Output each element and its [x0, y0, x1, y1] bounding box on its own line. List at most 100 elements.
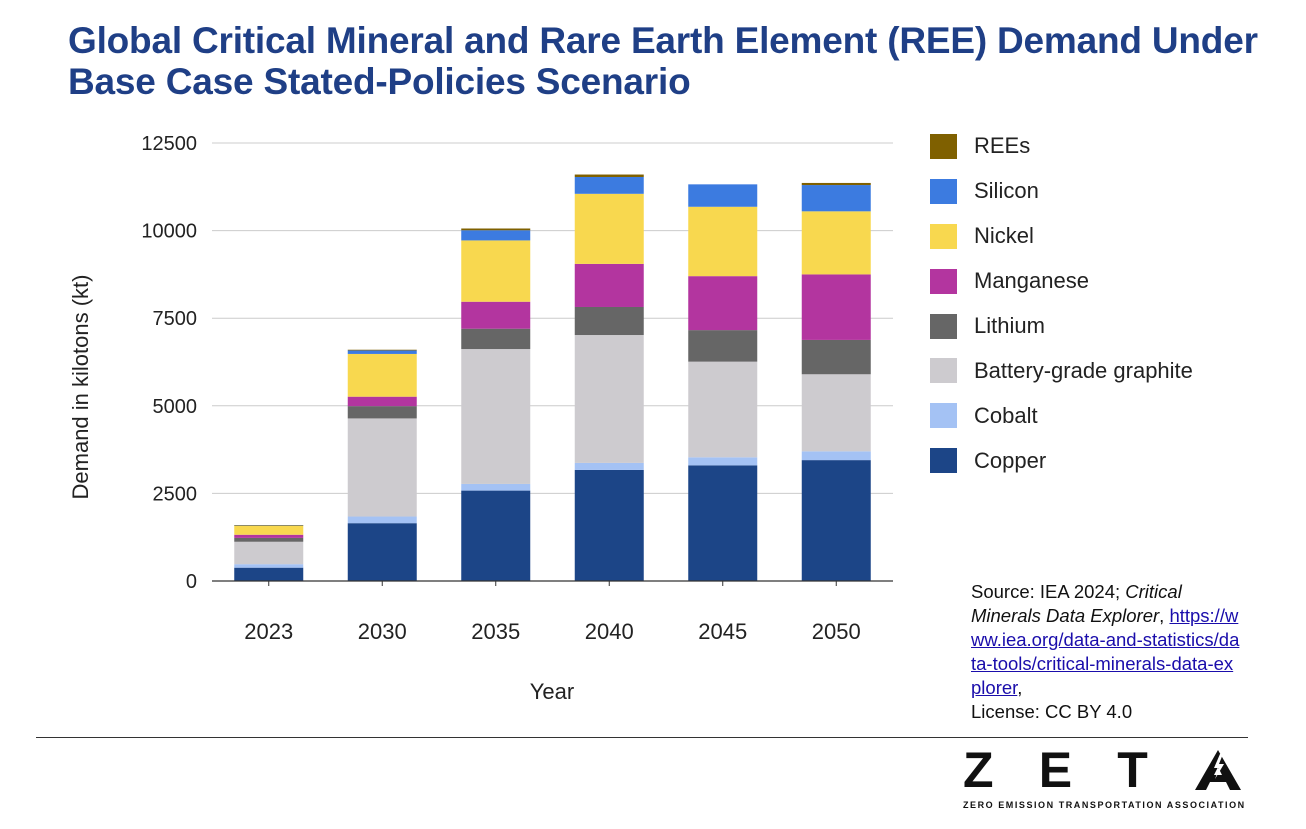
legend-swatch — [930, 403, 957, 429]
legend-item: REEs — [930, 124, 1193, 169]
bar-segment-manganese — [574, 263, 644, 307]
bar-segment-copper — [461, 490, 531, 581]
bar-segment-copper — [688, 465, 758, 581]
bar-segment-nickel — [574, 193, 644, 264]
bar-segment-manganese — [234, 534, 304, 538]
x-tick-label: 2050 — [812, 619, 861, 644]
bar-segment-lithium — [801, 339, 871, 375]
bar-segment-battery-grade-graphite — [234, 541, 304, 565]
bar-segment-battery-grade-graphite — [688, 361, 758, 458]
bar-segment-battery-grade-graphite — [461, 349, 531, 484]
y-tick-label: 2500 — [153, 483, 198, 505]
legend-swatch — [930, 133, 957, 159]
bar-segment-cobalt — [461, 483, 531, 491]
bar-segment-silicon — [801, 185, 871, 212]
legend-label: Manganese — [974, 268, 1089, 294]
bar-segment-lithium — [234, 537, 304, 542]
bar-segment-manganese — [347, 396, 417, 407]
bar-segment-nickel — [234, 525, 304, 535]
legend-item: Lithium — [930, 304, 1193, 349]
logo-a-bolt-icon — [1194, 750, 1241, 790]
bar-segment-cobalt — [801, 451, 871, 461]
legend-label: Cobalt — [974, 402, 1038, 428]
bar-segment-rees — [574, 174, 644, 177]
x-tick-label: 2023 — [244, 619, 293, 644]
bar-segment-silicon — [347, 350, 417, 354]
bar-segment-battery-grade-graphite — [574, 335, 644, 463]
legend-label: Copper — [974, 447, 1047, 473]
source-title: Critical Minerals Data Explorer — [971, 581, 1182, 626]
bar-segment-silicon — [688, 184, 758, 207]
source-note: Source: IEA 2024; Critical Minerals Data… — [971, 580, 1241, 724]
bar-segment-copper — [234, 567, 304, 581]
legend-swatch — [930, 313, 957, 339]
logo-wordmark: Z E T — [963, 742, 1243, 798]
logo-letter-t: T — [1117, 742, 1148, 798]
stacked-bar-chart: 0 2500 5000 7500 10000 12500 2023 2030 2035 2040 2… — [68, 133, 893, 704]
y-tick-label: 12500 — [141, 133, 197, 155]
bar-segment-nickel — [461, 240, 531, 302]
source-suffix: , — [1017, 677, 1023, 698]
x-tick-label: 2045 — [698, 619, 747, 644]
zeta-logo: Z E T ZERO EMISSION TRANSPORTATION ASSOC… — [963, 742, 1246, 810]
x-tick-label: 2040 — [585, 619, 634, 644]
bar-segment-manganese — [461, 301, 531, 329]
bar-segment-copper — [347, 523, 417, 581]
bar-segment-rees — [801, 182, 871, 186]
bar-segment-lithium — [461, 328, 531, 350]
y-tick-label: 0 — [186, 571, 197, 593]
source-link[interactable]: https://www.iea.org/data-and-statistics/… — [971, 605, 1240, 698]
legend-swatch — [930, 178, 957, 204]
bar-segment-copper — [801, 460, 871, 581]
y-tick-label: 7500 — [153, 308, 198, 330]
x-tick-label: 2035 — [471, 619, 520, 644]
y-tick-label: 5000 — [153, 396, 198, 418]
legend-item: Battery-grade graphite — [930, 348, 1193, 393]
bar-segment-rees — [347, 349, 417, 351]
bar-segment-lithium — [688, 330, 758, 362]
legend-swatch — [930, 448, 957, 474]
bar-segment-manganese — [801, 274, 871, 340]
x-tick-label: 2030 — [358, 619, 407, 644]
legend-label: Nickel — [974, 223, 1034, 249]
bar-segment-cobalt — [234, 564, 304, 568]
source-license: License: CC BY 4.0 — [971, 701, 1133, 722]
legend-item: Cobalt — [930, 393, 1193, 438]
bar-segment-copper — [574, 469, 644, 581]
chart-legend: REEs Silicon Nickel Manganese Lithium Battery… — [930, 124, 1193, 483]
legend-swatch — [930, 223, 957, 249]
y-tick-label: 10000 — [141, 221, 197, 243]
footer-divider — [36, 737, 1248, 738]
bar-segment-battery-grade-graphite — [347, 418, 417, 517]
legend-swatch — [930, 268, 957, 294]
bar-segment-nickel — [688, 206, 758, 277]
chart-title: Global Critical Mineral and Rare Earth E… — [68, 20, 1258, 102]
legend-label: Battery-grade graphite — [974, 357, 1193, 383]
logo-tagline: ZERO EMISSION TRANSPORTATION ASSOCIATION — [963, 800, 1246, 810]
bar-segment-lithium — [347, 406, 417, 419]
legend-item: Nickel — [930, 214, 1193, 259]
legend-item: Manganese — [930, 259, 1193, 304]
bar-segment-cobalt — [347, 516, 417, 524]
x-axis-title: Year — [530, 679, 574, 704]
bar-segment-silicon — [574, 176, 644, 194]
bar-segment-manganese — [688, 276, 758, 331]
legend-label: Silicon — [974, 178, 1039, 204]
logo-letter-e: E — [1038, 742, 1073, 798]
bar-segment-rees — [461, 228, 531, 231]
bar-segment-battery-grade-graphite — [801, 374, 871, 452]
logo-letter-z: Z — [963, 742, 994, 798]
legend-item: Silicon — [930, 169, 1193, 214]
bar-segment-nickel — [347, 353, 417, 397]
bar-segment-rees — [234, 525, 304, 526]
source-prefix: Source: IEA 2024; — [971, 581, 1126, 602]
y-axis-title: Demand in kilotons (kt) — [68, 275, 93, 500]
bar-segment-lithium — [574, 306, 644, 336]
bar-segment-cobalt — [574, 462, 644, 470]
legend-label: REEs — [974, 133, 1031, 159]
legend-item: Copper — [930, 438, 1193, 483]
bar-segment-nickel — [801, 211, 871, 275]
bar-segment-cobalt — [688, 457, 758, 466]
legend-swatch — [930, 358, 957, 384]
source-comma: , — [1159, 605, 1165, 626]
